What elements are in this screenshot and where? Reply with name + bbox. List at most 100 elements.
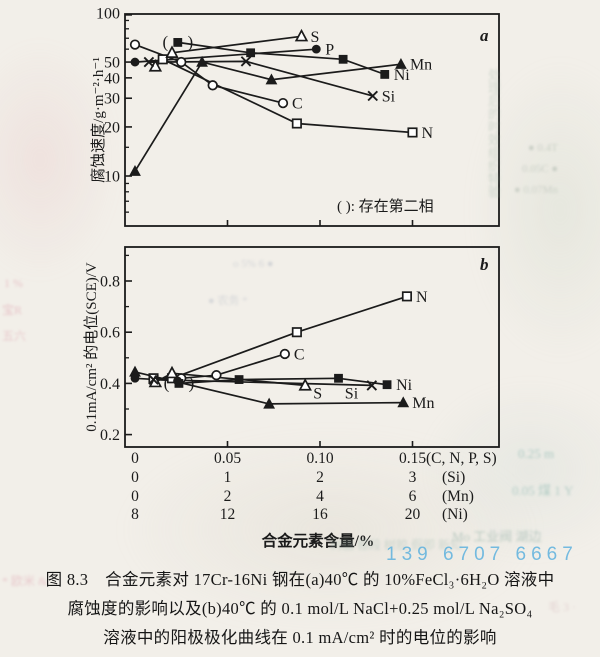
plot-b-ytick-label: 0.2 [100, 427, 120, 444]
watermark-phone-number: 139 6707 6667 [386, 544, 578, 565]
x-axis-row-3-label: 20 [405, 506, 421, 523]
series-b-Si-line [153, 378, 372, 387]
series-b-C-label: C [294, 346, 305, 363]
series-a-P-marker-circle-filled [311, 44, 321, 54]
x-axis-row-3-label: 8 [131, 506, 139, 523]
series-b-Si-marker-x-cross [148, 374, 159, 385]
series-b-Ni-line [178, 377, 388, 386]
x-axis-row-0-element: (C, N, P, S) [426, 450, 497, 467]
series-a-Ni-marker-square-filled [173, 38, 183, 47]
series-a-S-marker-triangle-open [294, 28, 309, 42]
x-axis-row-2-element: (Mn) [442, 488, 474, 505]
plot-a-ytick-label: 20 [104, 119, 120, 136]
second-phase-paren: ) [189, 373, 195, 392]
x-axis-row-1-element: (Si) [442, 469, 465, 486]
plot-a-ytick-label: 40 [104, 70, 120, 87]
x-axis-row-1-label: 3 [409, 469, 417, 486]
series-b-P-marker-circle-filled [173, 376, 182, 386]
figure-caption: 图 8.3 合金元素对 17Cr-16Ni 钢在(a)40℃ 的 10%FeCl… [0, 565, 600, 652]
plot-a-ytick-label: 30 [104, 91, 120, 108]
x-axis-row-3-element: (Ni) [442, 506, 468, 523]
caption-line-2: 腐蚀度的影响以及(b)40℃ 的 0.1 mol/L NaCl+0.25 mol… [67, 599, 533, 618]
series-b-Mn-marker-triangle-filled [397, 396, 410, 408]
series-a-N-marker-square-open [407, 127, 418, 138]
series-a-Mn-marker-triangle-filled [265, 73, 278, 85]
series-a-Mn-marker-triangle-filled [196, 55, 208, 67]
x-axis-row-3-label: 12 [220, 506, 236, 523]
plot-a-ytick-label: 10 [104, 169, 120, 186]
series-a-Mn-line [134, 61, 402, 172]
series-a-Si-marker-x-cross [367, 90, 378, 102]
x-axis-row-1-label: 1 [224, 469, 232, 486]
caption-line-1: 图 8.3 合金元素对 17Cr-16Ni 钢在(a)40℃ 的 10%FeCl… [45, 570, 555, 589]
series-a-N-marker-square-open [157, 54, 168, 65]
series-a-Ni-line [177, 41, 386, 76]
second-phase-paren: ( [164, 373, 170, 392]
series-b-Ni-marker-square-filled [382, 380, 392, 390]
plot-b-ytick-label: 0.6 [100, 325, 120, 342]
x-axis-row-1-label: 2 [316, 469, 324, 486]
series-a-Mn-marker-triangle-filled [129, 165, 141, 176]
x-axis-row-3-label: 16 [312, 506, 328, 523]
x-axis-row-0-label: 0.10 [306, 450, 333, 467]
series-b-S-label: S [313, 385, 322, 402]
panel-a-tag: a [480, 26, 489, 45]
series-a-Ni-marker-square-filled [380, 70, 390, 79]
series-b-P-marker-circle-filled [130, 373, 140, 383]
series-b-Ni-label: Ni [396, 377, 413, 394]
second-phase-annotation: ( ): 存在第二相 [337, 197, 434, 215]
series-a-S-marker-triangle-open [165, 45, 179, 58]
series-a-S-label: S [311, 29, 320, 46]
series-b-Si-label: Si [345, 385, 359, 402]
x-axis-title: 合金元素含量/% [262, 531, 375, 550]
series-a-N-label: N [422, 125, 434, 142]
panel-b-tag: b [480, 255, 489, 274]
series-a-P-label: P [325, 42, 334, 59]
series-a-Mn-label: Mn [410, 57, 432, 74]
plot-b-ytick-label: 0.4 [100, 376, 120, 393]
series-b-N-marker-square-open [291, 327, 302, 338]
series-a-P-marker-circle-filled [130, 57, 140, 67]
second-phase-paren: ( [162, 32, 168, 51]
x-axis-row-2-label: 4 [316, 488, 324, 505]
series-b-N-label: N [416, 289, 428, 306]
series-a-Si-label: Si [382, 88, 396, 105]
series-a-C-label: C [292, 96, 303, 113]
series-b-C-marker-circle-open [279, 348, 291, 360]
plot-a-frame [124, 13, 500, 227]
series-a-N-marker-square-open [291, 118, 302, 129]
series-a-Si-marker-x-cross [240, 56, 252, 67]
plot-a-ytick-label: 50 [104, 55, 120, 72]
series-b-Mn-marker-triangle-filled [129, 365, 141, 377]
plot-b-y-axis-title: 0.1mA/cm² 的电位(SCE)/V [83, 262, 100, 432]
series-b-C-marker-circle-open [211, 370, 222, 381]
series-b-Mn-label: Mn [412, 395, 434, 412]
series-b-Si-marker-x-cross [366, 380, 378, 391]
x-axis-row-1-label: 0 [131, 469, 139, 486]
x-axis-row-2-label: 0 [131, 488, 139, 505]
caption-line-3: 溶液中的阳极极化曲线在 0.1 mA/cm² 时的电位的影响 [103, 628, 497, 647]
series-a-Ni-label: Ni [394, 67, 411, 84]
x-axis-row-0-label: 0.05 [214, 450, 241, 467]
plot-b-frame [124, 246, 500, 448]
series-b-Ni-marker-square-filled [334, 373, 343, 383]
series-b-Mn-marker-triangle-filled [263, 397, 276, 409]
series-b-S-marker-triangle-open [165, 365, 179, 379]
series-b-N-line [153, 295, 408, 380]
second-phase-paren: ) [187, 32, 193, 51]
plot-a-y-axis-title: 腐蚀速度/g·m⁻²·h⁻¹ [89, 57, 107, 183]
series-a-C-line [134, 43, 284, 104]
series-b-Ni-marker-square-filled [234, 375, 244, 384]
series-a-Ni-marker-square-filled [246, 48, 256, 58]
series-a-C-marker-circle-open [129, 39, 141, 50]
series-a-C-marker-circle-open [277, 97, 289, 109]
x-axis-row-0-label: 0 [131, 450, 139, 467]
x-axis-row-0-label: 0.15 [399, 450, 426, 467]
plot-a-ytick-label: 100 [96, 6, 120, 23]
x-axis-row-2-label: 2 [224, 488, 232, 505]
series-a-Si-marker-x-cross [143, 56, 155, 68]
series-b-N-marker-square-open [401, 291, 412, 302]
series-a-C-marker-circle-open [176, 56, 187, 68]
